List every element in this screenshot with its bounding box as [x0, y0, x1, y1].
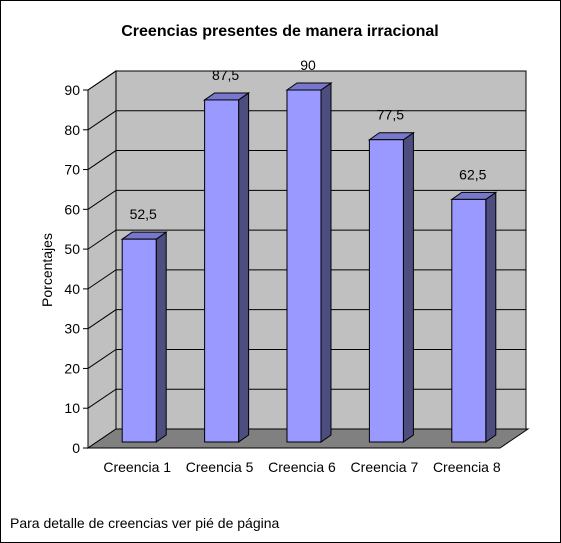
data-label: 90 [300, 57, 316, 73]
bar-side [485, 191, 497, 443]
bar [120, 231, 168, 443]
x-tick-label: Creencia 6 [268, 459, 336, 475]
x-tick-label: Creencia 5 [186, 459, 254, 475]
y-tick-label: 90 [64, 82, 80, 98]
bar [285, 82, 333, 443]
x-tick-label: Creencia 8 [433, 459, 501, 475]
x-tick-label: Creencia 7 [351, 459, 419, 475]
bar-front [368, 139, 404, 443]
side-wall [87, 70, 117, 449]
bars [120, 82, 498, 443]
axes [83, 89, 89, 449]
bar-front [204, 99, 240, 443]
labels: 0 10 20 30 40 50 60 70 80 90 52,5 Creencia 1 87,5 Cre… [64, 57, 500, 475]
y-tick-label: 10 [64, 400, 80, 416]
bar-front [451, 198, 487, 443]
bar-side [155, 231, 167, 443]
bar-side [402, 131, 414, 443]
y-tick-label: 0 [72, 440, 80, 456]
gridline [87, 70, 526, 91]
bar-side [320, 82, 332, 443]
chart-title: Creencias presentes de manera irracional [121, 23, 439, 40]
footnote: Para detalle de creencias ver pié de pág… [10, 515, 280, 531]
y-tick-label: 40 [64, 281, 80, 297]
y-tick-label: 60 [64, 201, 80, 217]
y-tick-label: 70 [64, 162, 80, 178]
data-label: 87,5 [212, 67, 239, 83]
y-tick-label: 20 [64, 360, 80, 376]
data-label: 62,5 [459, 166, 486, 182]
bar [203, 91, 251, 443]
x-tick-label: Creencia 1 [103, 459, 171, 475]
y-tick-label: 80 [64, 122, 80, 138]
bar-front [286, 89, 322, 443]
bar-front [121, 238, 157, 443]
y-tick-label: 50 [64, 241, 80, 257]
data-label: 77,5 [377, 107, 404, 123]
gridline [87, 110, 526, 131]
bar-side [238, 91, 250, 443]
y-axis-label: Porcentajes [39, 233, 55, 307]
y-tick-label: 30 [64, 321, 80, 337]
data-label: 52,5 [130, 206, 157, 222]
bar [367, 131, 415, 443]
bar [450, 191, 498, 443]
